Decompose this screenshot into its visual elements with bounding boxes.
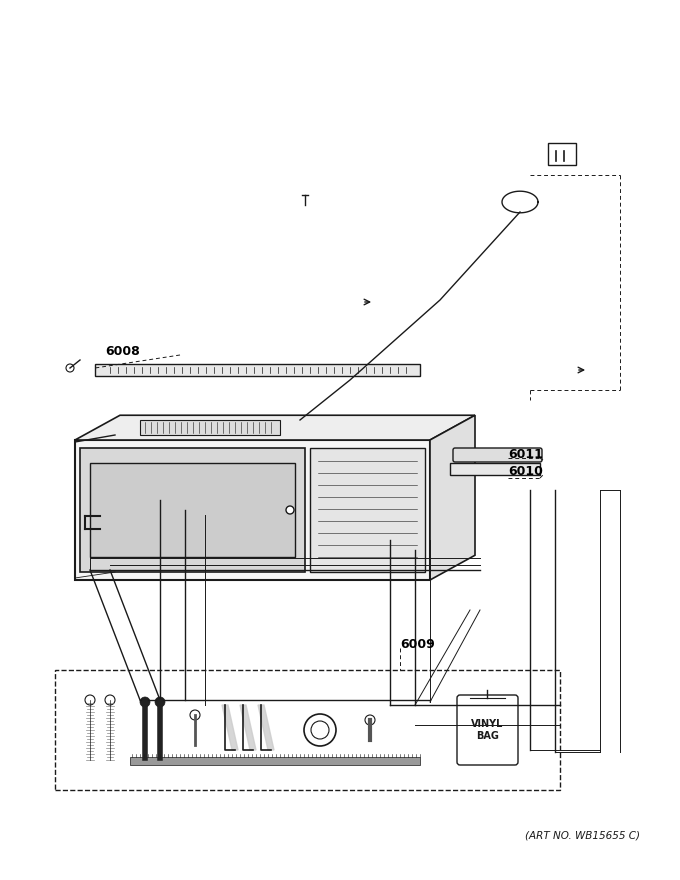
FancyBboxPatch shape (450, 463, 540, 475)
Polygon shape (258, 705, 274, 750)
FancyBboxPatch shape (95, 364, 420, 376)
Circle shape (190, 710, 200, 720)
FancyBboxPatch shape (80, 448, 305, 572)
FancyBboxPatch shape (548, 143, 576, 165)
Circle shape (304, 714, 336, 746)
Polygon shape (222, 705, 238, 750)
Circle shape (85, 695, 95, 705)
Text: VINYL
BAG: VINYL BAG (471, 719, 504, 741)
Circle shape (105, 695, 115, 705)
Circle shape (140, 697, 150, 707)
Circle shape (311, 721, 329, 739)
Polygon shape (430, 415, 475, 580)
FancyBboxPatch shape (130, 757, 420, 765)
FancyBboxPatch shape (140, 421, 280, 435)
FancyBboxPatch shape (90, 463, 295, 557)
FancyBboxPatch shape (457, 695, 518, 765)
Circle shape (286, 506, 294, 514)
Circle shape (155, 697, 165, 707)
FancyBboxPatch shape (453, 448, 542, 462)
Text: 6008: 6008 (105, 345, 140, 358)
FancyBboxPatch shape (75, 440, 430, 580)
Circle shape (365, 715, 375, 725)
Text: 6010: 6010 (508, 465, 543, 478)
Text: 6009: 6009 (400, 638, 435, 651)
Circle shape (66, 364, 74, 372)
Text: (ART NO. WB15655 C): (ART NO. WB15655 C) (525, 830, 640, 840)
Polygon shape (240, 705, 256, 750)
Polygon shape (75, 415, 475, 440)
FancyBboxPatch shape (310, 448, 425, 572)
Text: 6011: 6011 (508, 448, 543, 461)
